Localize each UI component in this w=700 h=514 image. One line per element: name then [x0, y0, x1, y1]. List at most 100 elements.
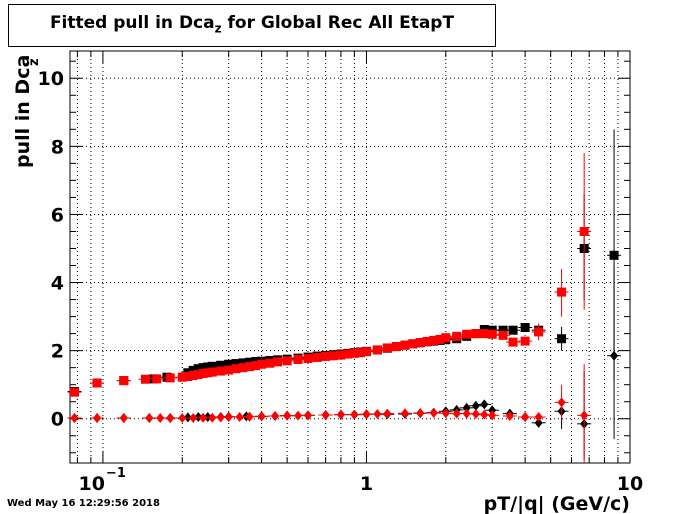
diamond-marker: [271, 411, 280, 422]
square-marker: [69, 387, 79, 397]
square-marker: [356, 348, 366, 358]
square-marker: [251, 361, 261, 371]
square-marker: [408, 339, 418, 349]
square-marker: [400, 340, 410, 350]
square-marker: [92, 378, 102, 388]
square-marker: [321, 351, 331, 361]
diamond-marker: [189, 413, 198, 424]
square-marker: [188, 365, 198, 375]
y-axis-label-subscript: z: [27, 58, 42, 66]
square-marker: [231, 359, 241, 369]
square-marker: [273, 357, 283, 367]
diamond-marker: [471, 408, 480, 419]
chart-title-subscript: z: [214, 21, 222, 36]
square-marker: [198, 368, 208, 378]
square-marker: [534, 327, 544, 337]
square-marker: [471, 329, 481, 339]
y-tick-label: 10: [38, 68, 64, 90]
diamond-marker: [119, 413, 128, 424]
diamond-marker: [521, 412, 530, 423]
diamond-marker: [336, 409, 345, 420]
timestamp: Wed May 16 12:29:56 2018: [7, 498, 160, 509]
diamond-marker: [400, 408, 409, 419]
square-marker: [282, 356, 292, 366]
diamond-marker: [580, 410, 589, 421]
y-axis-label: pull in Dca: [12, 55, 34, 168]
square-marker: [609, 250, 619, 260]
diamond-marker: [610, 350, 619, 361]
square-marker: [557, 287, 567, 297]
diamond-marker: [245, 411, 254, 422]
diamond-marker: [362, 409, 371, 420]
square-marker: [224, 365, 234, 375]
square-marker: [193, 369, 203, 379]
diamond-marker: [93, 413, 102, 424]
square-marker: [498, 330, 508, 340]
diamond-marker: [70, 413, 79, 424]
diamond-marker: [321, 409, 330, 420]
square-marker: [343, 349, 353, 359]
chart-title: Fitted pull in Dcaz for Global Rec All E…: [9, 13, 495, 35]
square-marker: [508, 337, 518, 347]
diamond-marker: [350, 409, 359, 420]
square-marker: [165, 373, 175, 383]
square-marker: [303, 353, 313, 363]
y-tick-label: 8: [51, 136, 64, 158]
square-marker: [140, 374, 150, 384]
diamond-marker: [257, 411, 266, 422]
x-tick-label: 10: [617, 473, 643, 495]
square-marker: [329, 351, 339, 361]
square-marker: [508, 325, 518, 335]
square-marker: [391, 342, 401, 352]
square-marker: [312, 352, 322, 362]
diamond-marker: [429, 407, 438, 418]
square-marker: [579, 226, 589, 236]
square-marker: [361, 347, 371, 357]
x-tick-label: 1: [360, 473, 373, 495]
square-marker: [119, 376, 129, 386]
square-marker: [382, 343, 392, 353]
square-marker: [415, 337, 425, 347]
square-marker: [238, 363, 248, 373]
square-marker: [188, 370, 198, 380]
square-marker: [520, 336, 530, 346]
diamond-marker: [383, 408, 392, 419]
diamond-marker: [183, 412, 192, 423]
square-marker: [177, 372, 187, 382]
square-marker: [224, 359, 234, 369]
square-marker: [422, 336, 432, 346]
square-marker: [216, 366, 226, 376]
diamond-marker: [216, 412, 225, 423]
square-marker: [265, 358, 275, 368]
square-marker: [372, 345, 382, 355]
x-axis-label: pT/|q| (GeV/c): [484, 493, 630, 514]
y-tick-label: 4: [51, 273, 64, 295]
square-marker: [245, 362, 255, 372]
diamond-marker: [166, 413, 175, 424]
square-marker: [435, 334, 445, 344]
square-marker: [257, 359, 267, 369]
square-marker: [198, 363, 208, 373]
chart-title-rest: for Global Rec All EtapT: [221, 13, 455, 33]
plot-area: [70, 51, 630, 463]
square-marker: [349, 348, 359, 358]
diamond-marker: [452, 408, 461, 419]
square-marker: [216, 360, 226, 370]
square-marker: [238, 358, 248, 368]
square-marker: [152, 374, 162, 384]
y-tick-label: 6: [51, 204, 64, 226]
square-marker: [336, 350, 346, 360]
square-marker: [293, 354, 303, 364]
square-marker: [452, 331, 462, 341]
diamond-marker: [208, 412, 217, 423]
diamond-marker: [480, 409, 489, 420]
y-tick-label: 0: [51, 409, 64, 431]
chart-title-box: Fitted pull in Dcaz for Global Rec All E…: [8, 4, 496, 47]
x-tick-exponent: −1: [106, 466, 126, 481]
diamond-marker: [145, 413, 154, 424]
diamond-marker: [471, 400, 480, 411]
diamond-marker: [178, 413, 187, 424]
square-marker: [479, 329, 489, 339]
diamond-marker: [488, 410, 497, 421]
